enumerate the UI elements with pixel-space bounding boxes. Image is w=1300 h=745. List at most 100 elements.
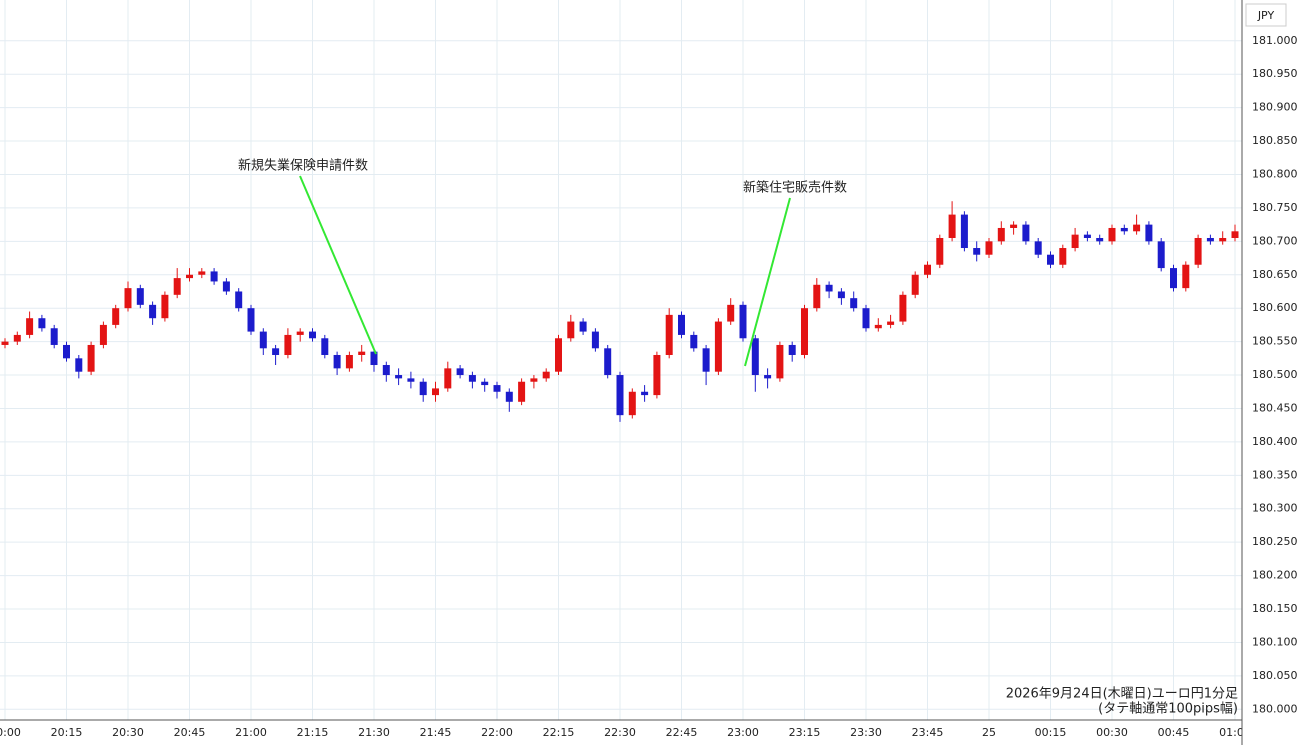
candle-body <box>591 331 599 349</box>
candle-body <box>530 378 538 382</box>
candle-body <box>690 334 698 349</box>
x-tick-label: 22:45 <box>666 726 698 739</box>
x-tick-label: 22:30 <box>604 726 636 739</box>
candle-body <box>985 241 993 255</box>
y-tick-label: 180.150 <box>1252 602 1298 615</box>
candle-body <box>948 214 956 238</box>
candle-body <box>493 385 501 392</box>
y-tick-label: 180.300 <box>1252 502 1298 515</box>
candle-body <box>862 308 870 329</box>
x-tick-label: 23:00 <box>727 726 759 739</box>
x-tick-label: 21:00 <box>235 726 267 739</box>
candle-body <box>739 304 747 339</box>
candle-body <box>567 321 575 339</box>
candle-body <box>764 375 772 379</box>
candle-body <box>75 358 83 372</box>
candle-body <box>296 331 304 335</box>
candle-body <box>1059 248 1067 265</box>
candle-body <box>714 321 722 372</box>
candle-body <box>50 328 58 345</box>
candle-body <box>1182 264 1190 289</box>
y-tick-label: 180.400 <box>1252 435 1298 448</box>
candle-body <box>788 344 796 355</box>
x-tick-label: 20:15 <box>51 726 83 739</box>
candle-body <box>345 354 353 369</box>
y-tick-label: 180.350 <box>1252 468 1298 481</box>
candle-body <box>727 304 735 322</box>
y-tick-label: 180.100 <box>1252 635 1298 648</box>
y-tick-label: 180.750 <box>1252 201 1298 214</box>
x-tick-label: 20:00 <box>0 726 21 739</box>
candle-body <box>579 321 587 332</box>
candle-body <box>555 338 562 372</box>
candle-body <box>837 291 845 299</box>
candle-body <box>751 338 759 376</box>
candle-body <box>87 344 95 372</box>
candle-body <box>63 344 70 359</box>
candle-body <box>1010 224 1018 228</box>
candle-body <box>358 351 366 355</box>
candle-body <box>1120 227 1128 232</box>
y-tick-label: 180.700 <box>1252 234 1298 247</box>
y-tick-label: 180.200 <box>1252 569 1298 582</box>
candle-body <box>665 314 673 355</box>
candle-body <box>186 274 193 279</box>
candle-body <box>604 348 612 376</box>
candle-body <box>1157 241 1165 269</box>
candle-body <box>641 391 649 396</box>
x-tick-label: 22:00 <box>481 726 513 739</box>
candle-body <box>247 308 255 332</box>
x-tick-label: 21:30 <box>358 726 390 739</box>
candle-body <box>1231 231 1239 238</box>
candle-body <box>173 278 181 295</box>
candle-body <box>309 331 316 339</box>
candle-body <box>936 237 944 265</box>
candle-body <box>419 381 427 396</box>
x-tick-label: 23:45 <box>912 726 944 739</box>
candle-body <box>1022 224 1030 242</box>
annotation: 新築住宅販売件数 <box>743 180 847 196</box>
candle-body <box>272 348 280 355</box>
candle-body <box>456 368 464 376</box>
candle-body <box>1145 224 1153 242</box>
annotation: 新規失業保険申請件数 <box>238 158 368 174</box>
candle-body <box>887 321 895 325</box>
note: (タテ軸通常100pips幅) <box>1098 702 1238 717</box>
candle-body <box>997 227 1005 242</box>
y-tick-label: 180.650 <box>1252 268 1298 281</box>
candle-body <box>1206 237 1214 242</box>
candle-body <box>973 248 981 255</box>
candle-body <box>161 294 169 319</box>
candle-body <box>850 298 858 309</box>
candle-body <box>911 274 919 295</box>
candle-body <box>1170 268 1177 289</box>
candle-body <box>432 388 439 396</box>
y-tick-label: 180.600 <box>1252 301 1298 314</box>
candle-body <box>149 304 157 319</box>
y-tick-label: 180.250 <box>1252 535 1298 548</box>
x-tick-label: 20:30 <box>112 726 144 739</box>
currency-label: JPY <box>1257 9 1275 22</box>
candle-body <box>1194 237 1202 265</box>
candle-body <box>13 334 21 342</box>
candle-body <box>702 348 710 372</box>
annotation-line <box>744 197 791 367</box>
x-tick-label: 00:45 <box>1158 726 1190 739</box>
y-tick-label: 180.000 <box>1252 702 1298 715</box>
candle-body <box>222 281 230 292</box>
candle-body <box>801 308 808 355</box>
candle-body <box>1219 237 1227 242</box>
candle-body <box>395 375 403 379</box>
currency-box <box>1245 3 1287 27</box>
candle-body <box>481 381 489 386</box>
y-tick-label: 180.500 <box>1252 368 1298 381</box>
candle-body <box>678 314 685 335</box>
candle-body <box>960 214 968 249</box>
candle-body <box>407 378 415 382</box>
candle-body <box>468 375 476 382</box>
candle-body <box>1034 241 1042 255</box>
candle-body <box>259 331 267 349</box>
annotation-line <box>299 175 377 355</box>
candle-body <box>136 288 144 305</box>
